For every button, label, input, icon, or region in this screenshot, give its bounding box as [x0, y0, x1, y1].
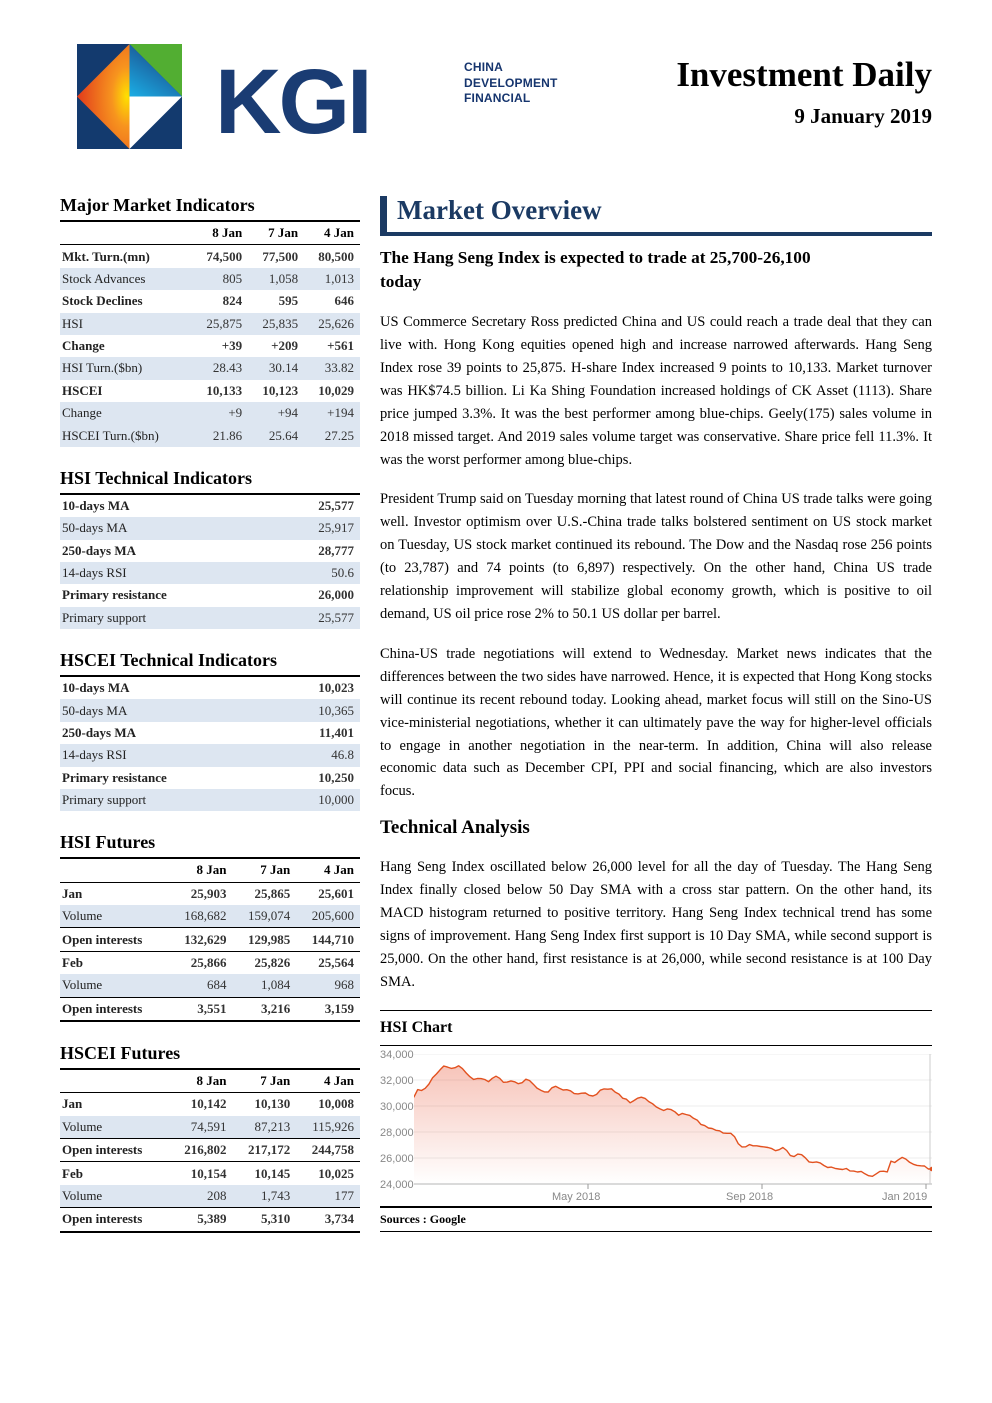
svg-text:Sep 2018: Sep 2018: [726, 1191, 773, 1203]
svg-text:May 2018: May 2018: [552, 1191, 600, 1203]
svg-text:Jan 2019: Jan 2019: [882, 1191, 927, 1203]
